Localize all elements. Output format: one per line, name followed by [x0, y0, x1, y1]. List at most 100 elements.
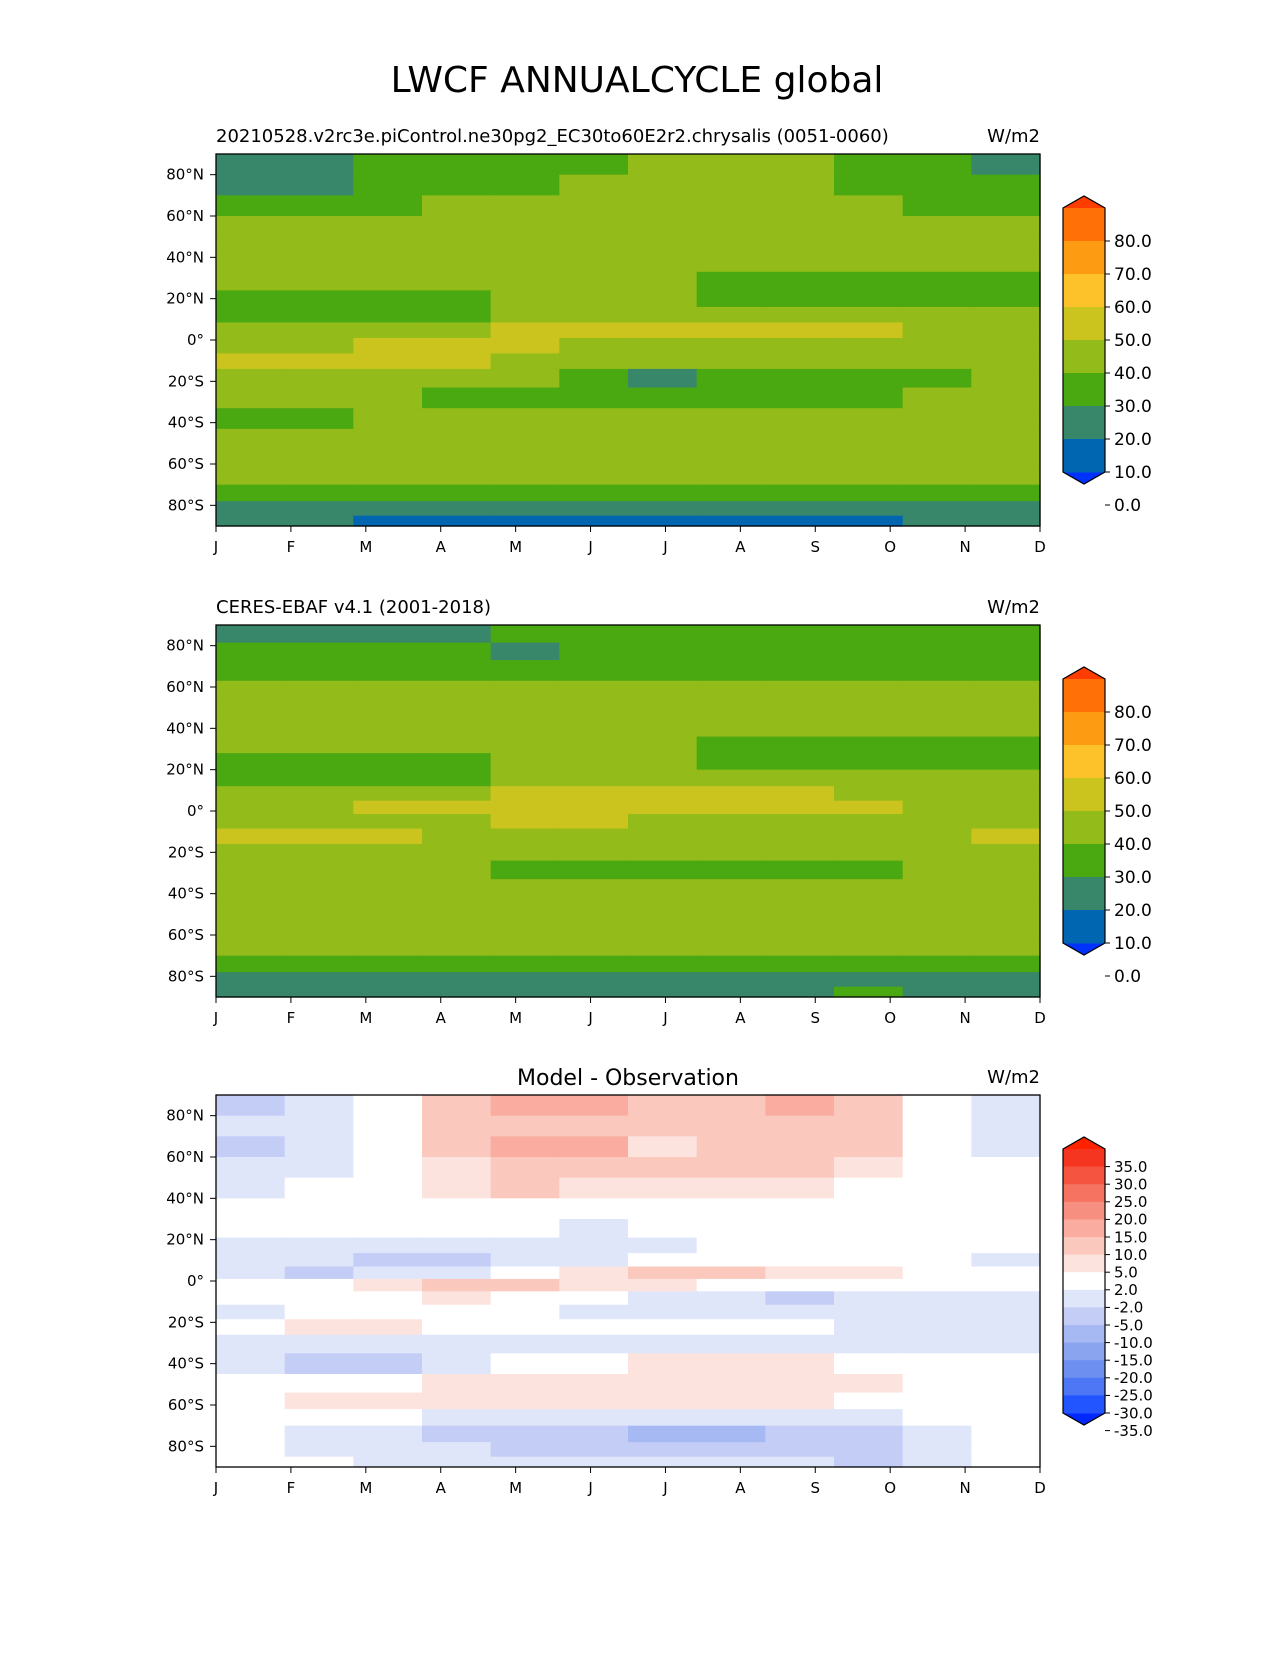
heatmap-cell	[696, 484, 766, 502]
heatmap-cell	[216, 939, 286, 957]
heatmap-cell	[696, 736, 766, 754]
heatmap-cell	[284, 955, 354, 973]
heatmap-cell	[696, 753, 766, 771]
heatmap-cell	[902, 254, 972, 273]
heatmap-cell	[353, 1334, 423, 1354]
heatmap-cell	[971, 660, 1041, 682]
x-tick-label: N	[959, 1479, 970, 1497]
heatmap-cell	[490, 1253, 560, 1268]
heatmap-cell	[971, 1291, 1041, 1306]
heatmap-cell	[353, 1157, 423, 1179]
x-tick-label: F	[287, 1009, 296, 1027]
heatmap-cell	[284, 1353, 354, 1375]
heatmap-cell	[216, 174, 286, 196]
heatmap-cell	[559, 306, 629, 324]
heatmap-cell	[765, 972, 835, 988]
heatmap-cell	[284, 1442, 354, 1458]
heatmap-cell	[902, 1177, 972, 1199]
heatmap-cell	[216, 1334, 286, 1354]
heatmap-cell	[284, 484, 354, 502]
colorbar-tick-label: 70.0	[1114, 736, 1152, 756]
y-tick-label: 80°S	[168, 967, 204, 985]
heatmap-cell	[971, 1392, 1041, 1410]
heatmap-cell	[971, 920, 1041, 940]
heatmap-cell	[559, 642, 629, 661]
heatmap-cell	[353, 468, 423, 486]
heatmap-cell	[902, 1353, 972, 1375]
heatmap-cell	[422, 254, 492, 273]
heatmap-cell	[765, 1237, 835, 1254]
heatmap-cell	[628, 660, 698, 682]
heatmap-cell	[559, 680, 629, 703]
heatmap-cell	[422, 368, 492, 389]
heatmap-cell	[216, 720, 286, 738]
heatmap-cell	[216, 515, 286, 527]
heatmap-cell	[284, 1253, 354, 1268]
heatmap-cell	[559, 955, 629, 973]
heatmap-cell	[834, 1266, 904, 1280]
heatmap-cell	[216, 955, 286, 973]
heatmap-cell	[490, 216, 560, 238]
heatmap-cell	[902, 972, 972, 988]
heatmap-cell	[971, 720, 1041, 738]
heatmap-cell	[971, 271, 1041, 291]
heatmap-cell	[284, 322, 354, 339]
colorbar-segment	[1063, 745, 1105, 779]
heatmap-cell	[696, 1115, 766, 1137]
x-tick-label: J	[587, 1009, 592, 1027]
heatmap-cell	[284, 899, 354, 922]
colorbar-tick-label: 10.0	[1114, 463, 1152, 483]
heatmap-cell	[696, 1253, 766, 1268]
heatmap-cell	[971, 195, 1041, 217]
heatmap-cell	[628, 1115, 698, 1137]
heatmap-cell	[284, 701, 354, 721]
heatmap-cell	[353, 195, 423, 217]
heatmap-cell	[559, 1409, 629, 1427]
heatmap-cell	[490, 1353, 560, 1375]
panel-3: Model - Observation W/m2 80°N 60°N 40°N 20°N 0…	[166, 1066, 1153, 1497]
heatmap-cell	[490, 701, 560, 721]
heatmap-cell	[902, 879, 972, 901]
heatmap-cell	[559, 625, 629, 644]
heatmap-cell	[696, 1409, 766, 1427]
heatmap-cell	[559, 408, 629, 430]
heatmap-cell	[834, 195, 904, 217]
colorbar-tick-label: 70.0	[1114, 265, 1152, 285]
heatmap-cell	[559, 322, 629, 339]
heatmap-cell	[216, 899, 286, 922]
heatmap-cell	[490, 1177, 560, 1199]
colorbar-extend-max	[1063, 667, 1105, 679]
heatmap-cell	[902, 1392, 972, 1410]
heatmap-cell	[422, 1425, 492, 1443]
colorbar-tick-label: 80.0	[1114, 703, 1152, 723]
heatmap-cell	[628, 769, 698, 787]
heatmap-cell	[490, 753, 560, 771]
y-tick-label: 60°S	[168, 455, 204, 473]
heatmap-cell	[628, 353, 698, 370]
heatmap-cell	[216, 1442, 286, 1458]
heatmap-cell	[216, 1253, 286, 1268]
x-tick-label: J	[587, 1479, 592, 1497]
heatmap-cell	[834, 1392, 904, 1410]
heatmap-cell	[902, 337, 972, 355]
heatmap-cell	[628, 1291, 698, 1306]
heatmap-cell	[422, 1136, 492, 1158]
heatmap-cell	[422, 1266, 492, 1280]
heatmap-cell	[284, 1115, 354, 1137]
heatmap-cell	[696, 814, 766, 830]
heatmap-cell	[353, 236, 423, 255]
heatmap-cell	[971, 501, 1041, 517]
heatmap-cell	[834, 1253, 904, 1268]
y-tick-label: 40°S	[168, 1355, 204, 1373]
heatmap-cell	[765, 720, 835, 738]
heatmap-cell	[216, 736, 286, 754]
heatmap-cell	[696, 1291, 766, 1306]
heatmap-cell	[834, 986, 904, 998]
heatmap-cell	[765, 828, 835, 845]
x-tick-label: S	[811, 538, 821, 556]
heatmap-cell	[971, 769, 1041, 787]
heatmap-cell	[559, 1115, 629, 1137]
heatmap-cell	[490, 986, 560, 998]
heatmap-cell	[902, 1291, 972, 1306]
heatmap-cell	[902, 1219, 972, 1239]
